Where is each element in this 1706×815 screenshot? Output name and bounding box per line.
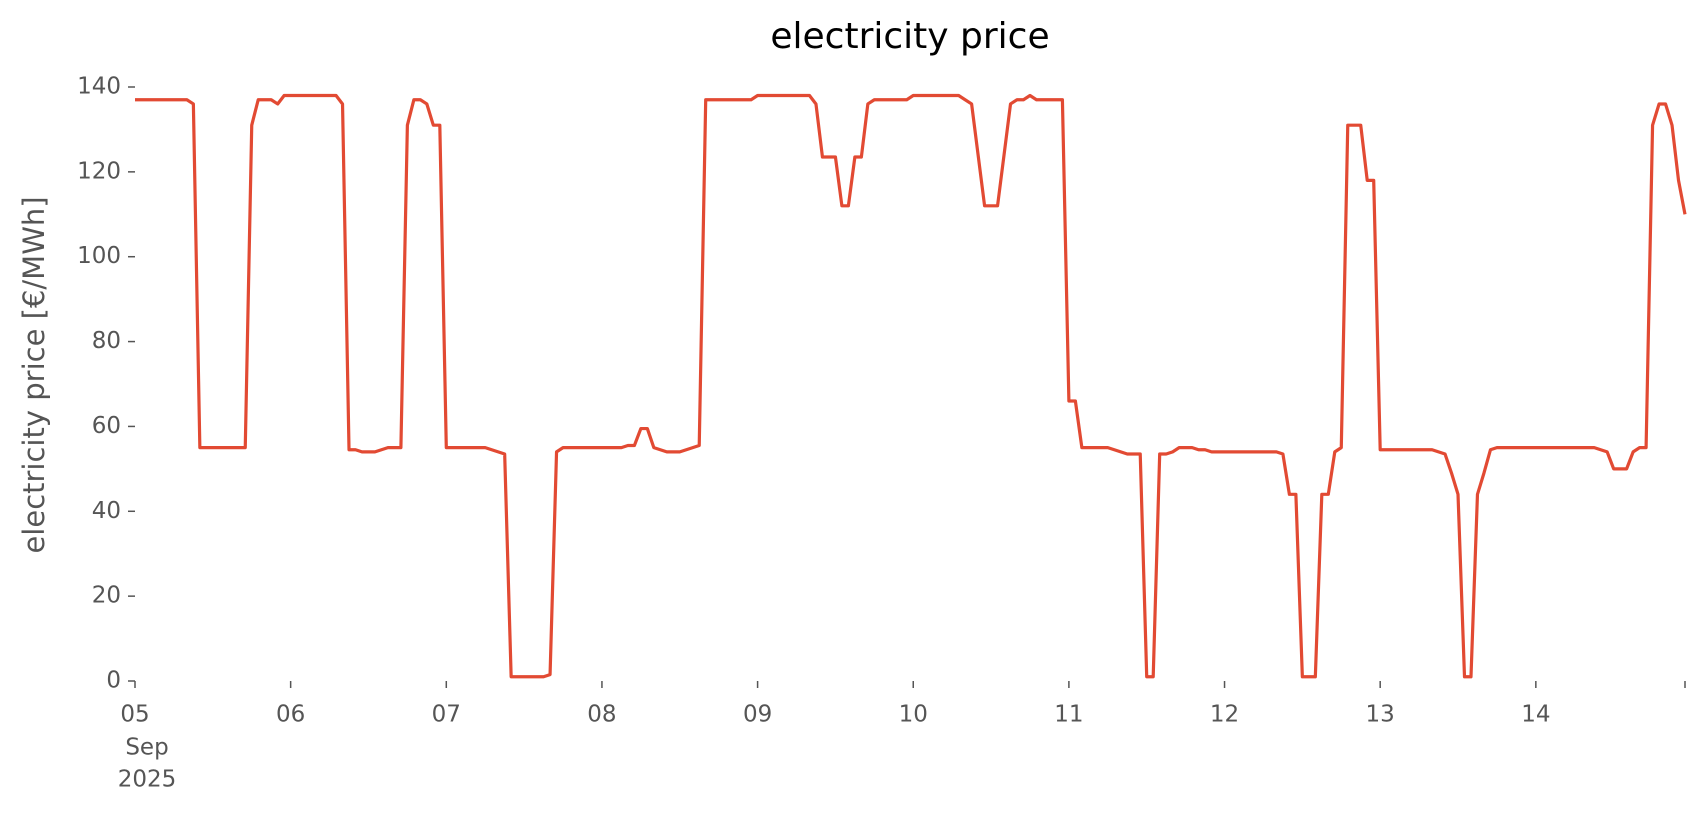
- y-tick-label: 20: [92, 583, 121, 609]
- x-tick-label: 09: [743, 702, 772, 728]
- y-tick-label: 140: [77, 74, 121, 100]
- chart-title: electricity price: [770, 16, 1049, 57]
- y-tick-label: 120: [77, 158, 121, 184]
- x-tick-label: 14: [1521, 702, 1550, 728]
- price-line: [135, 93, 1687, 679]
- x-tick-label: 05: [120, 702, 149, 728]
- x-tick-month: Sep: [125, 735, 168, 761]
- x-tick-label: 07: [432, 702, 461, 728]
- x-tick-label: 12: [1210, 702, 1239, 728]
- x-tick-label: 10: [899, 702, 928, 728]
- x-tick-year: 2025: [118, 767, 177, 793]
- y-tick-label: 80: [92, 328, 121, 354]
- x-tick-label: 13: [1366, 702, 1395, 728]
- y-tick-label: 100: [77, 243, 121, 269]
- y-tick-label: 40: [92, 498, 121, 524]
- x-tick-label: 06: [276, 702, 305, 728]
- y-axis-label: electricity price [€/MWh]: [17, 196, 51, 553]
- x-tick-label: 11: [1054, 702, 1083, 728]
- x-tick-label: 08: [587, 702, 616, 728]
- y-tick-label: 0: [106, 668, 121, 694]
- y-tick-label: 60: [92, 413, 121, 439]
